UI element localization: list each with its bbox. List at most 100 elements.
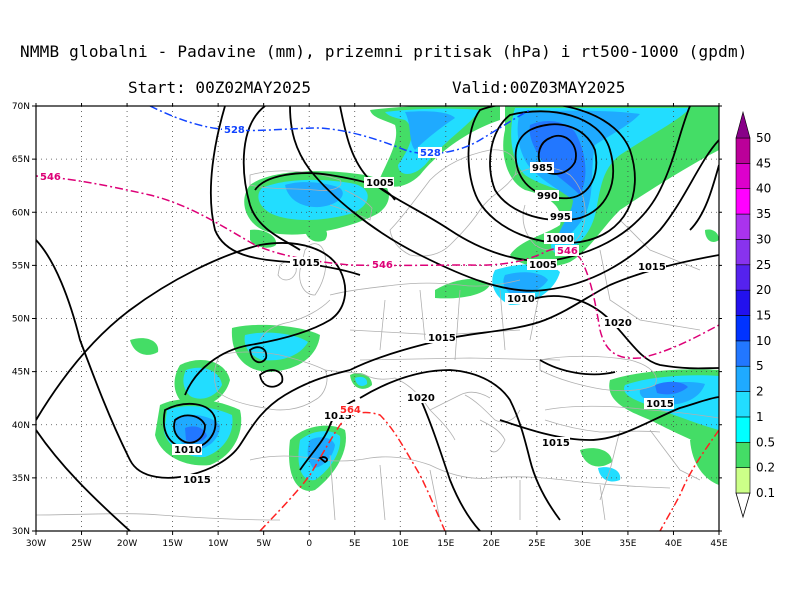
- precip-area: [185, 426, 207, 443]
- legend-label: 45: [756, 156, 771, 170]
- isobar-label: 995: [550, 212, 571, 223]
- isobar-1005-b: [254, 172, 396, 201]
- legend-swatch: [735, 391, 751, 418]
- thickness-label: 546: [40, 172, 61, 183]
- isobar-1020-e: [529, 295, 719, 370]
- legend-swatch: [735, 163, 751, 190]
- isobar-985: [537, 135, 577, 175]
- legend-swatch: [735, 315, 751, 342]
- precip-area: [307, 437, 335, 468]
- isobar-1020-a: [36, 429, 131, 531]
- isobar-label: 1015: [646, 399, 674, 410]
- precip-area: [355, 376, 368, 386]
- latitude-labels: 30N 35N 40N 45N 50N 55N 60N 65N 70N: [12, 102, 30, 537]
- isobar-label: 1015: [428, 333, 456, 344]
- lon-label: 25W: [71, 539, 91, 549]
- lon-label: 30W: [26, 539, 46, 549]
- isobar-label: 1015: [542, 438, 570, 449]
- isobar-1015-low2: [249, 346, 268, 364]
- isobar-1020-c: [359, 369, 561, 521]
- thickness-528: [149, 106, 531, 155]
- lon-label: 45E: [710, 539, 727, 549]
- legend-label: 0.1: [756, 486, 775, 500]
- isobar-label: 1015: [324, 411, 352, 422]
- legend-swatch: [735, 188, 751, 215]
- legend-swatch: [735, 213, 751, 240]
- legend-swatch: [735, 365, 751, 392]
- legend-label: 20: [756, 283, 771, 297]
- isobar-1010-s: [173, 414, 206, 444]
- thickness-label: 546: [557, 246, 578, 257]
- precip-area: [385, 108, 480, 175]
- legend-label: 2: [756, 385, 764, 399]
- map-title: NMMB globalni - Padavine (mm), prizemni …: [20, 42, 748, 61]
- isobar-1010-w: [242, 106, 301, 251]
- isobar-label: 990: [537, 191, 558, 202]
- lon-label: 20W: [117, 539, 137, 549]
- lat-label: 70N: [12, 102, 30, 112]
- legend-label: 0.2: [756, 461, 775, 475]
- precipitation-layer: [130, 106, 719, 491]
- isobar-1015-low: [163, 403, 217, 449]
- precip-area: [580, 448, 612, 467]
- isobars: [36, 106, 719, 531]
- isobar-1005: [339, 106, 691, 262]
- thickness-564: [259, 411, 446, 531]
- precip-area: [304, 224, 328, 242]
- isobar-1000: [467, 106, 636, 244]
- lon-label: 30E: [574, 539, 591, 549]
- thickness-label: 564: [340, 405, 361, 416]
- thickness-label: 546: [372, 260, 393, 271]
- start-time: Start: 00Z02MAY2025: [128, 78, 312, 97]
- axis-ticks: [32, 103, 722, 535]
- isobar-1015-se: [689, 164, 719, 231]
- isobar-label: 1015: [638, 262, 666, 273]
- precip-area: [130, 338, 159, 355]
- isobar-label: 1005: [366, 178, 394, 189]
- legend-swatch: [735, 264, 751, 291]
- lon-label: 25E: [528, 539, 545, 549]
- isobar-1015-c: [349, 254, 719, 371]
- legend-label: 40: [756, 182, 771, 196]
- thickness-546: [36, 175, 719, 359]
- legend-bottom-tip: [735, 492, 751, 519]
- lat-label: 30N: [12, 527, 30, 537]
- lon-label: 35E: [619, 539, 636, 549]
- isobar-label: 1000: [546, 234, 574, 245]
- isobar-label: 1020: [407, 393, 435, 404]
- legend-label: 1: [756, 410, 764, 424]
- valid-time: Valid:00Z03MAY2025: [452, 78, 626, 97]
- lon-label: 5W: [256, 539, 271, 549]
- isobar-label: 1005: [529, 260, 557, 271]
- precip-area: [405, 111, 455, 150]
- legend-top-tip: [735, 110, 751, 139]
- legend-swatch: [735, 239, 751, 266]
- isobar-990: [514, 123, 598, 200]
- isobar-label: 1015: [292, 258, 320, 269]
- legend-swatch: [735, 340, 751, 367]
- lat-label: 35N: [12, 474, 30, 484]
- thickness-label: 528: [420, 148, 441, 159]
- isobar-995: [489, 110, 615, 222]
- legend-label: 15: [756, 309, 771, 323]
- legend-swatch: [735, 467, 751, 494]
- lon-label: 0: [306, 539, 312, 549]
- thickness-564-e: [659, 429, 719, 531]
- precip-area: [690, 437, 719, 485]
- lon-label: 5E: [349, 539, 361, 549]
- isobar-label: 1010: [507, 294, 535, 305]
- lat-label: 55N: [12, 261, 30, 271]
- lat-label: 40N: [12, 421, 30, 431]
- isobar-1015-low3: [259, 369, 284, 388]
- legend-swatch: [735, 416, 751, 443]
- isobar-1020-f: [539, 359, 616, 376]
- contour-labels: 985 990 995 1000 1005 1005 1010 1010 101…: [38, 124, 674, 486]
- lat-label: 65N: [12, 155, 30, 165]
- isobar-1010: [289, 106, 719, 292]
- precip-area: [655, 381, 688, 395]
- legend-label: 10: [756, 334, 771, 348]
- isobar-label: 1020: [604, 318, 632, 329]
- legend-swatch: [735, 441, 751, 468]
